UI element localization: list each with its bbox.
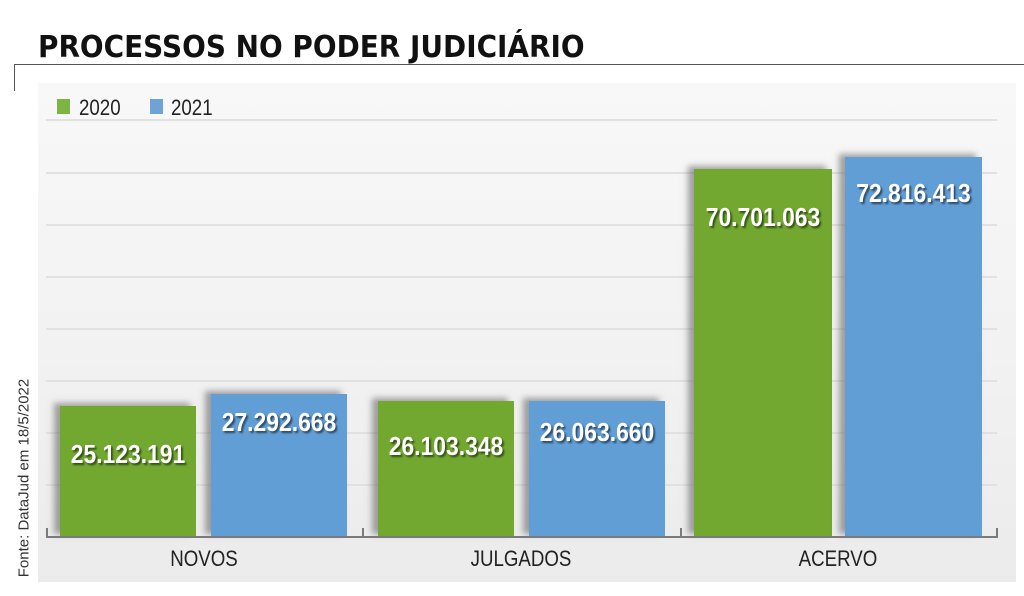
x-axis-tick: [362, 528, 364, 537]
category-label-novos: NOVOS: [170, 546, 238, 571]
gridline-50m: [46, 276, 997, 278]
bar-acervo-2021: 72.816.413: [845, 157, 982, 537]
category-label-acervo: ACERVO: [798, 546, 878, 571]
bar-label-acervo-2021: 72.816.413: [856, 178, 971, 208]
x-axis-tick: [680, 528, 682, 537]
bar-label-novos-2021: 27.292.668: [221, 407, 337, 437]
bar-label-acervo-2020: 70.701.063: [705, 202, 821, 232]
x-axis: [46, 536, 998, 538]
bar-label-julgados-2020: 26.103.348: [388, 431, 504, 461]
title-rule-tick: [14, 64, 15, 91]
bar-julgados-2020: 26.103.348: [378, 401, 514, 537]
gridline-30m: [46, 380, 997, 382]
bar-novos-2020: 25.123.191: [60, 406, 196, 537]
x-axis-tick: [46, 528, 48, 537]
bar-julgados-2021: 26.063.660: [529, 401, 665, 537]
gridline-80m: [46, 119, 997, 121]
bar-label-julgados-2021: 26.063.660: [539, 417, 655, 447]
gridline-40m: [46, 328, 997, 330]
title-rule: [14, 64, 1024, 65]
gridline-10m: [46, 484, 997, 486]
bar-acervo-2020: 70.701.063: [694, 169, 832, 537]
bar-label-novos-2020: 25.123.191: [70, 439, 186, 469]
category-label-julgados: JULGADOS: [470, 546, 572, 571]
x-axis-tick: [996, 528, 998, 537]
legend-swatch-2020: [57, 99, 70, 114]
bar-novos-2021: 27.292.668: [211, 394, 347, 537]
legend-label-2020: 2020: [79, 95, 121, 120]
gridline-20m: [46, 432, 997, 434]
gridline-60m: [46, 224, 997, 226]
legend-label-2021: 2021: [171, 95, 213, 120]
source-note: Fonte: DataJud em 18/5/2022: [15, 378, 33, 578]
chart-title: PROCESSOS NO PODER JUDICIÁRIO: [38, 30, 585, 65]
legend-swatch-2021: [150, 99, 163, 114]
gridline-70m: [46, 172, 997, 174]
